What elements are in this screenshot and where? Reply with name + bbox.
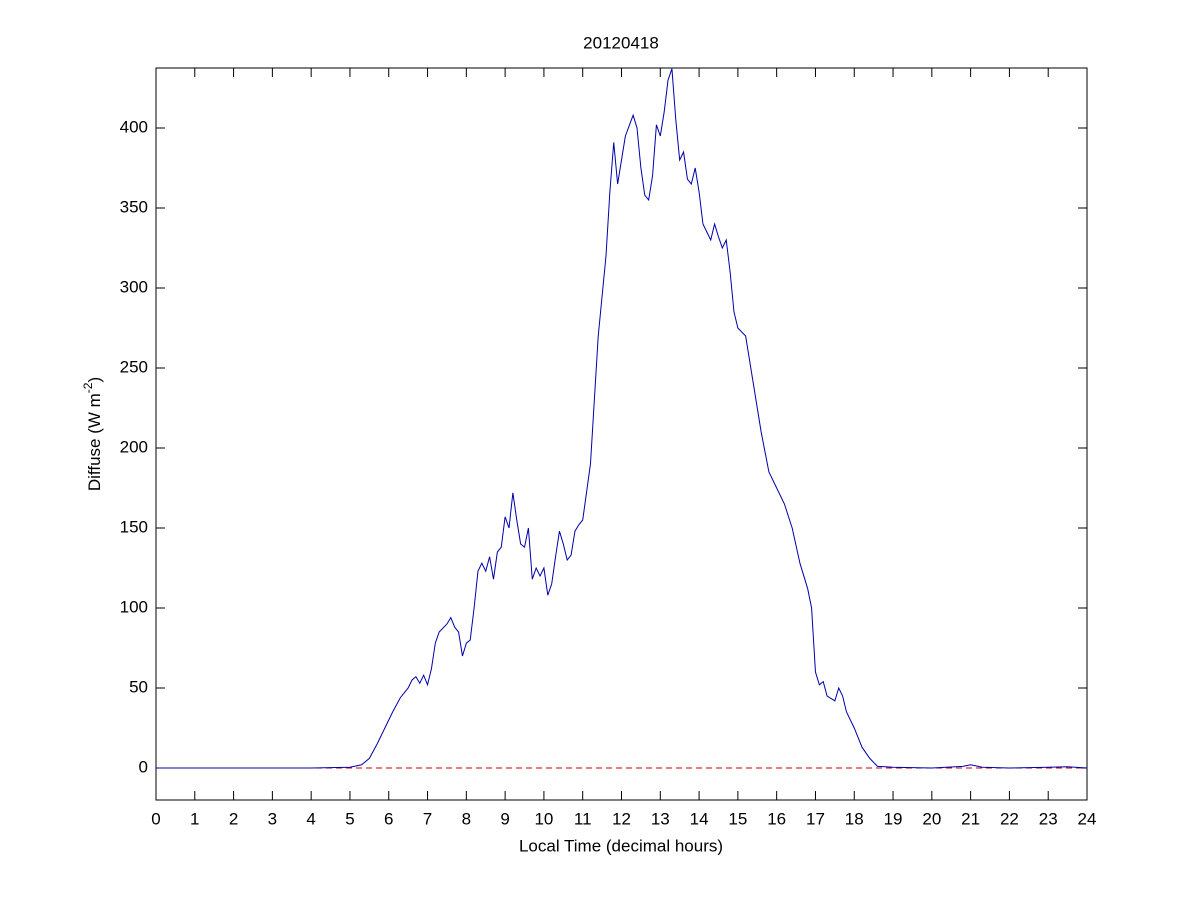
x-tick-label: 19 [884,809,903,828]
x-tick-label: 22 [1000,809,1019,828]
x-tick-label: 18 [845,809,864,828]
x-tick-label: 9 [500,809,509,828]
y-tick-label: 400 [120,117,148,136]
x-axis-label: Local Time (decimal hours) [519,836,723,855]
y-tick-label: 350 [120,197,148,216]
y-tick-label: 250 [120,357,148,376]
x-tick-label: 3 [268,809,277,828]
chart-title: 20120418 [583,33,659,52]
y-label-end: ) [85,377,104,383]
x-tick-label: 10 [534,809,553,828]
x-tick-label: 17 [806,809,825,828]
x-tick-label: 7 [423,809,432,828]
x-tick-label: 12 [612,809,631,828]
x-tick-label: 2 [229,809,238,828]
y-tick-label: 100 [120,597,148,616]
x-tick-label: 8 [462,809,471,828]
x-tick-label: 15 [728,809,747,828]
y-label-sup: -2 [81,382,95,393]
y-axis-label: Diffuse (W m-2) [81,377,104,491]
x-tick-label: 13 [651,809,670,828]
y-tick-label: 0 [139,757,148,776]
x-tick-label: 11 [574,809,592,828]
x-tick-label: 1 [190,809,199,828]
x-tick-label: 4 [306,809,315,828]
x-tick-label: 0 [151,809,160,828]
x-tick-label: 6 [384,809,393,828]
y-tick-label: 300 [120,277,148,296]
y-label-main: Diffuse (W m [85,393,104,491]
y-tick-label: 50 [129,677,148,696]
data-line [156,68,1088,769]
x-tick-label: 23 [1039,809,1058,828]
y-tick-label: 150 [120,517,148,536]
x-tick-label: 5 [345,809,354,828]
x-tick-label: 20 [922,809,941,828]
x-tick-label: 24 [1078,809,1097,828]
y-tick-label: 200 [120,437,148,456]
x-tick-label: 21 [961,809,980,828]
axes-box [155,67,1088,801]
x-tick-label: 14 [690,809,709,828]
x-tick-label: 16 [767,809,786,828]
